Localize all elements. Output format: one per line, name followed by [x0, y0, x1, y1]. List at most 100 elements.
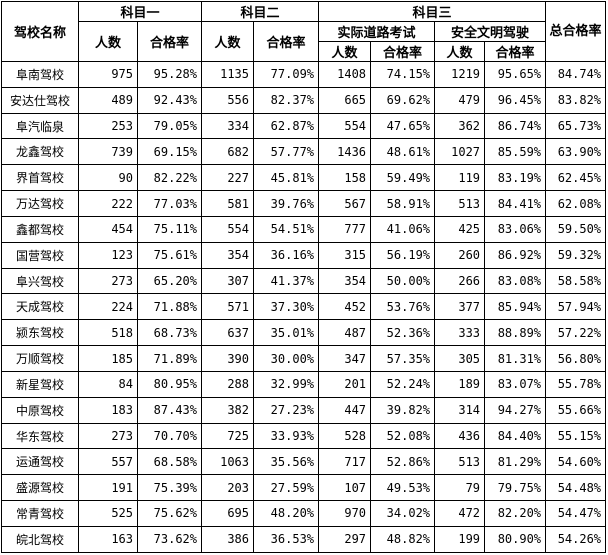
subject2-count-cell: 571 — [201, 293, 255, 321]
road-test-count-cell: 297 — [318, 525, 372, 554]
safe-driving-rate-cell: 81.31% — [484, 345, 547, 372]
table-row: 界首驾校 90 82.22% 227 45.81% 158 59.49% 119 83.19% 6… — [1, 164, 607, 192]
safe-driving-rate-cell: 96.45% — [484, 86, 547, 114]
road-test-rate-cell: 52.86% — [370, 448, 436, 476]
road-test-count-cell: 554 — [318, 112, 372, 140]
school-name-cell: 界首驾校 — [1, 164, 79, 192]
subject1-count-cell: 253 — [78, 112, 138, 140]
table-header: 驾校名称 科目一 科目二 科目三 总合格率 人数 合格率 人数 合格率 实际道路… — [1, 1, 607, 62]
table-row: 万顺驾校 185 71.89% 390 30.00% 347 57.35% 305 81.31%… — [1, 345, 607, 372]
subject2-count-cell: 386 — [201, 525, 255, 554]
subject2-rate-cell: 36.53% — [253, 525, 320, 554]
road-test-count-cell: 665 — [318, 86, 372, 114]
road-test-rate-cell: 49.53% — [370, 474, 436, 502]
road-test-rate-cell: 48.82% — [370, 525, 436, 554]
subject2-count-cell: 227 — [201, 164, 255, 192]
subject1-rate-cell: 95.28% — [136, 61, 203, 88]
total-pass-rate-cell: 54.26% — [545, 525, 607, 554]
safe-driving-rate-cell: 83.08% — [484, 267, 547, 295]
school-name-cell: 龙鑫驾校 — [1, 138, 79, 166]
road-test-header: 实际道路考试 — [318, 21, 436, 42]
safe-driving-rate-cell: 82.20% — [484, 500, 547, 527]
safe-driving-count-cell: 333 — [434, 319, 486, 347]
school-name-cell: 常青驾校 — [1, 500, 79, 527]
safe-driving-count-cell: 362 — [434, 112, 486, 140]
total-pass-rate-cell: 59.32% — [545, 241, 607, 269]
road-test-rate-cell: 57.35% — [370, 345, 436, 372]
subject2-rate-cell: 45.81% — [253, 164, 320, 192]
safe-driving-count-cell: 513 — [434, 448, 486, 476]
safe-driving-rate-cell: 95.65% — [484, 61, 547, 88]
safe-driving-count-cell: 266 — [434, 267, 486, 295]
subject2-rate-cell: 37.30% — [253, 293, 320, 321]
subject1-count-cell: 489 — [78, 86, 138, 114]
subject2-rate-cell: 36.16% — [253, 241, 320, 269]
road-test-rate-cell: 48.61% — [370, 138, 436, 166]
safe-driving-count-cell: 513 — [434, 190, 486, 217]
road-test-rate-cell: 52.08% — [370, 422, 436, 450]
subject2-rate-cell: 32.99% — [253, 370, 320, 398]
school-name-cell: 万达驾校 — [1, 190, 79, 217]
safe-driving-count-cell: 377 — [434, 293, 486, 321]
subject2-rate-cell: 30.00% — [253, 345, 320, 372]
subject1-count-cell: 525 — [78, 500, 138, 527]
subject1-rate-cell: 73.62% — [136, 525, 203, 554]
subject2-count-cell: 354 — [201, 241, 255, 269]
subject2-count-cell: 637 — [201, 319, 255, 347]
subject1-rate-cell: 92.43% — [136, 86, 203, 114]
safe-driving-rate-cell: 84.40% — [484, 422, 547, 450]
school-name-cell: 皖北驾校 — [1, 525, 79, 554]
total-pass-rate-cell: 54.48% — [545, 474, 607, 502]
subject1-count-cell: 123 — [78, 241, 138, 269]
subject1-count-cell: 191 — [78, 474, 138, 502]
road-test-rate-cell: 58.91% — [370, 190, 436, 217]
table-row: 天成驾校 224 71.88% 571 37.30% 452 53.76% 377 85.94%… — [1, 293, 607, 321]
subject2-count-cell: 382 — [201, 396, 255, 424]
school-name-cell: 万顺驾校 — [1, 345, 79, 372]
safe-driving-count-cell: 199 — [434, 525, 486, 554]
subject1-count-cell: 273 — [78, 267, 138, 295]
table-row: 鑫都驾校 454 75.11% 554 54.51% 777 41.06% 425 83.06%… — [1, 215, 607, 243]
road-test-rate-cell: 59.49% — [370, 164, 436, 192]
safe-driving-rate-cell: 80.90% — [484, 525, 547, 554]
subject1-count-cell: 222 — [78, 190, 138, 217]
school-name-cell: 中原驾校 — [1, 396, 79, 424]
subject1-count-cell: 183 — [78, 396, 138, 424]
subject2-count-cell: 1063 — [201, 448, 255, 476]
subject2-rate-cell: 62.87% — [253, 112, 320, 140]
safe-driving-rate-cell: 83.19% — [484, 164, 547, 192]
subject2-count-cell: 682 — [201, 138, 255, 166]
subject2-rate-cell: 41.37% — [253, 267, 320, 295]
safe-driving-count-cell: 119 — [434, 164, 486, 192]
total-pass-rate-cell: 56.80% — [545, 345, 607, 372]
road-test-rate-cell: 39.82% — [370, 396, 436, 424]
total-pass-rate-cell: 62.08% — [545, 190, 607, 217]
school-name-cell: 颍东驾校 — [1, 319, 79, 347]
subject2-count-cell: 581 — [201, 190, 255, 217]
subject2-rate-cell: 39.76% — [253, 190, 320, 217]
subject2-rate-cell: 82.37% — [253, 86, 320, 114]
safe-driving-count-cell: 479 — [434, 86, 486, 114]
subject1-rate-cell: 75.39% — [136, 474, 203, 502]
total-pass-rate-cell: 58.58% — [545, 267, 607, 295]
table-row: 盛源驾校 191 75.39% 203 27.59% 107 49.53% 79 79.75% 5… — [1, 474, 607, 502]
subject2-count-cell: 334 — [201, 112, 255, 140]
table-row: 运通驾校 557 68.58% 1063 35.56% 717 52.86% 513 81.29… — [1, 448, 607, 476]
school-name-cell: 天成驾校 — [1, 293, 79, 321]
safe-driving-rate-cell: 94.27% — [484, 396, 547, 424]
table-body: 阜南驾校 975 95.28% 1135 77.09% 1408 74.15% 1219 95.… — [1, 61, 607, 554]
subject1-header: 科目一 — [77, 1, 203, 22]
subject1-rate-cell: 87.43% — [136, 396, 203, 424]
road-test-rate-cell: 56.19% — [370, 241, 436, 269]
school-name-cell: 盛源驾校 — [1, 474, 79, 502]
safe-driving-count-cell: 79 — [434, 474, 486, 502]
safe-driving-rate-cell: 83.06% — [484, 215, 547, 243]
road-test-rate-cell: 74.15% — [370, 61, 436, 88]
road-test-rate-cell: 69.62% — [370, 86, 436, 114]
subject2-count-cell: 695 — [201, 500, 255, 527]
subject1-count-cell: 224 — [78, 293, 138, 321]
total-pass-rate-cell: 83.82% — [545, 86, 607, 114]
subject1-rate-cell: 75.11% — [136, 215, 203, 243]
subject1-rate-cell: 68.73% — [136, 319, 203, 347]
subject1-rate-cell: 79.05% — [136, 112, 203, 140]
